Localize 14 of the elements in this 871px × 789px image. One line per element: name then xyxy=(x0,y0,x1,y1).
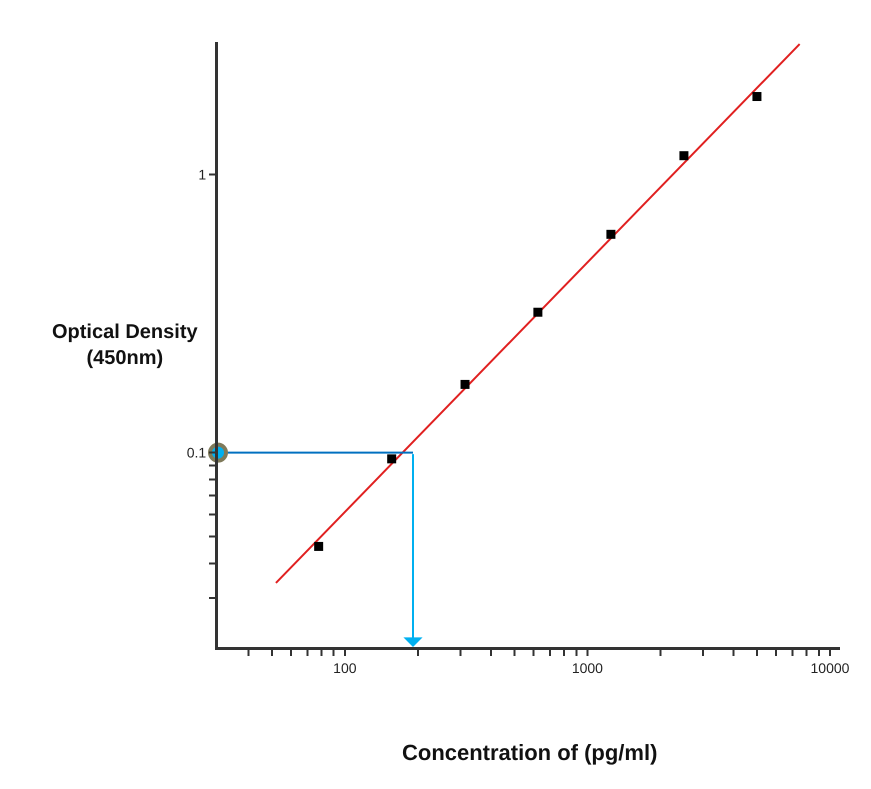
x-tick-label: 1000 xyxy=(572,660,604,676)
y-axis-title: Optical Density (450nm) xyxy=(52,321,198,369)
y-tick-label: 1 xyxy=(198,166,206,183)
point xyxy=(314,542,324,551)
point xyxy=(460,380,470,389)
point xyxy=(679,151,688,160)
point xyxy=(606,230,616,239)
x-tick-label: 10000 xyxy=(810,660,850,676)
y-tick-label: 0.1 xyxy=(186,444,206,461)
x-tick-label: 100 xyxy=(333,660,357,676)
point xyxy=(752,92,762,102)
point xyxy=(387,454,396,464)
point xyxy=(533,308,542,317)
x-axis-title: Concentration of (pg/ml) xyxy=(402,740,658,765)
